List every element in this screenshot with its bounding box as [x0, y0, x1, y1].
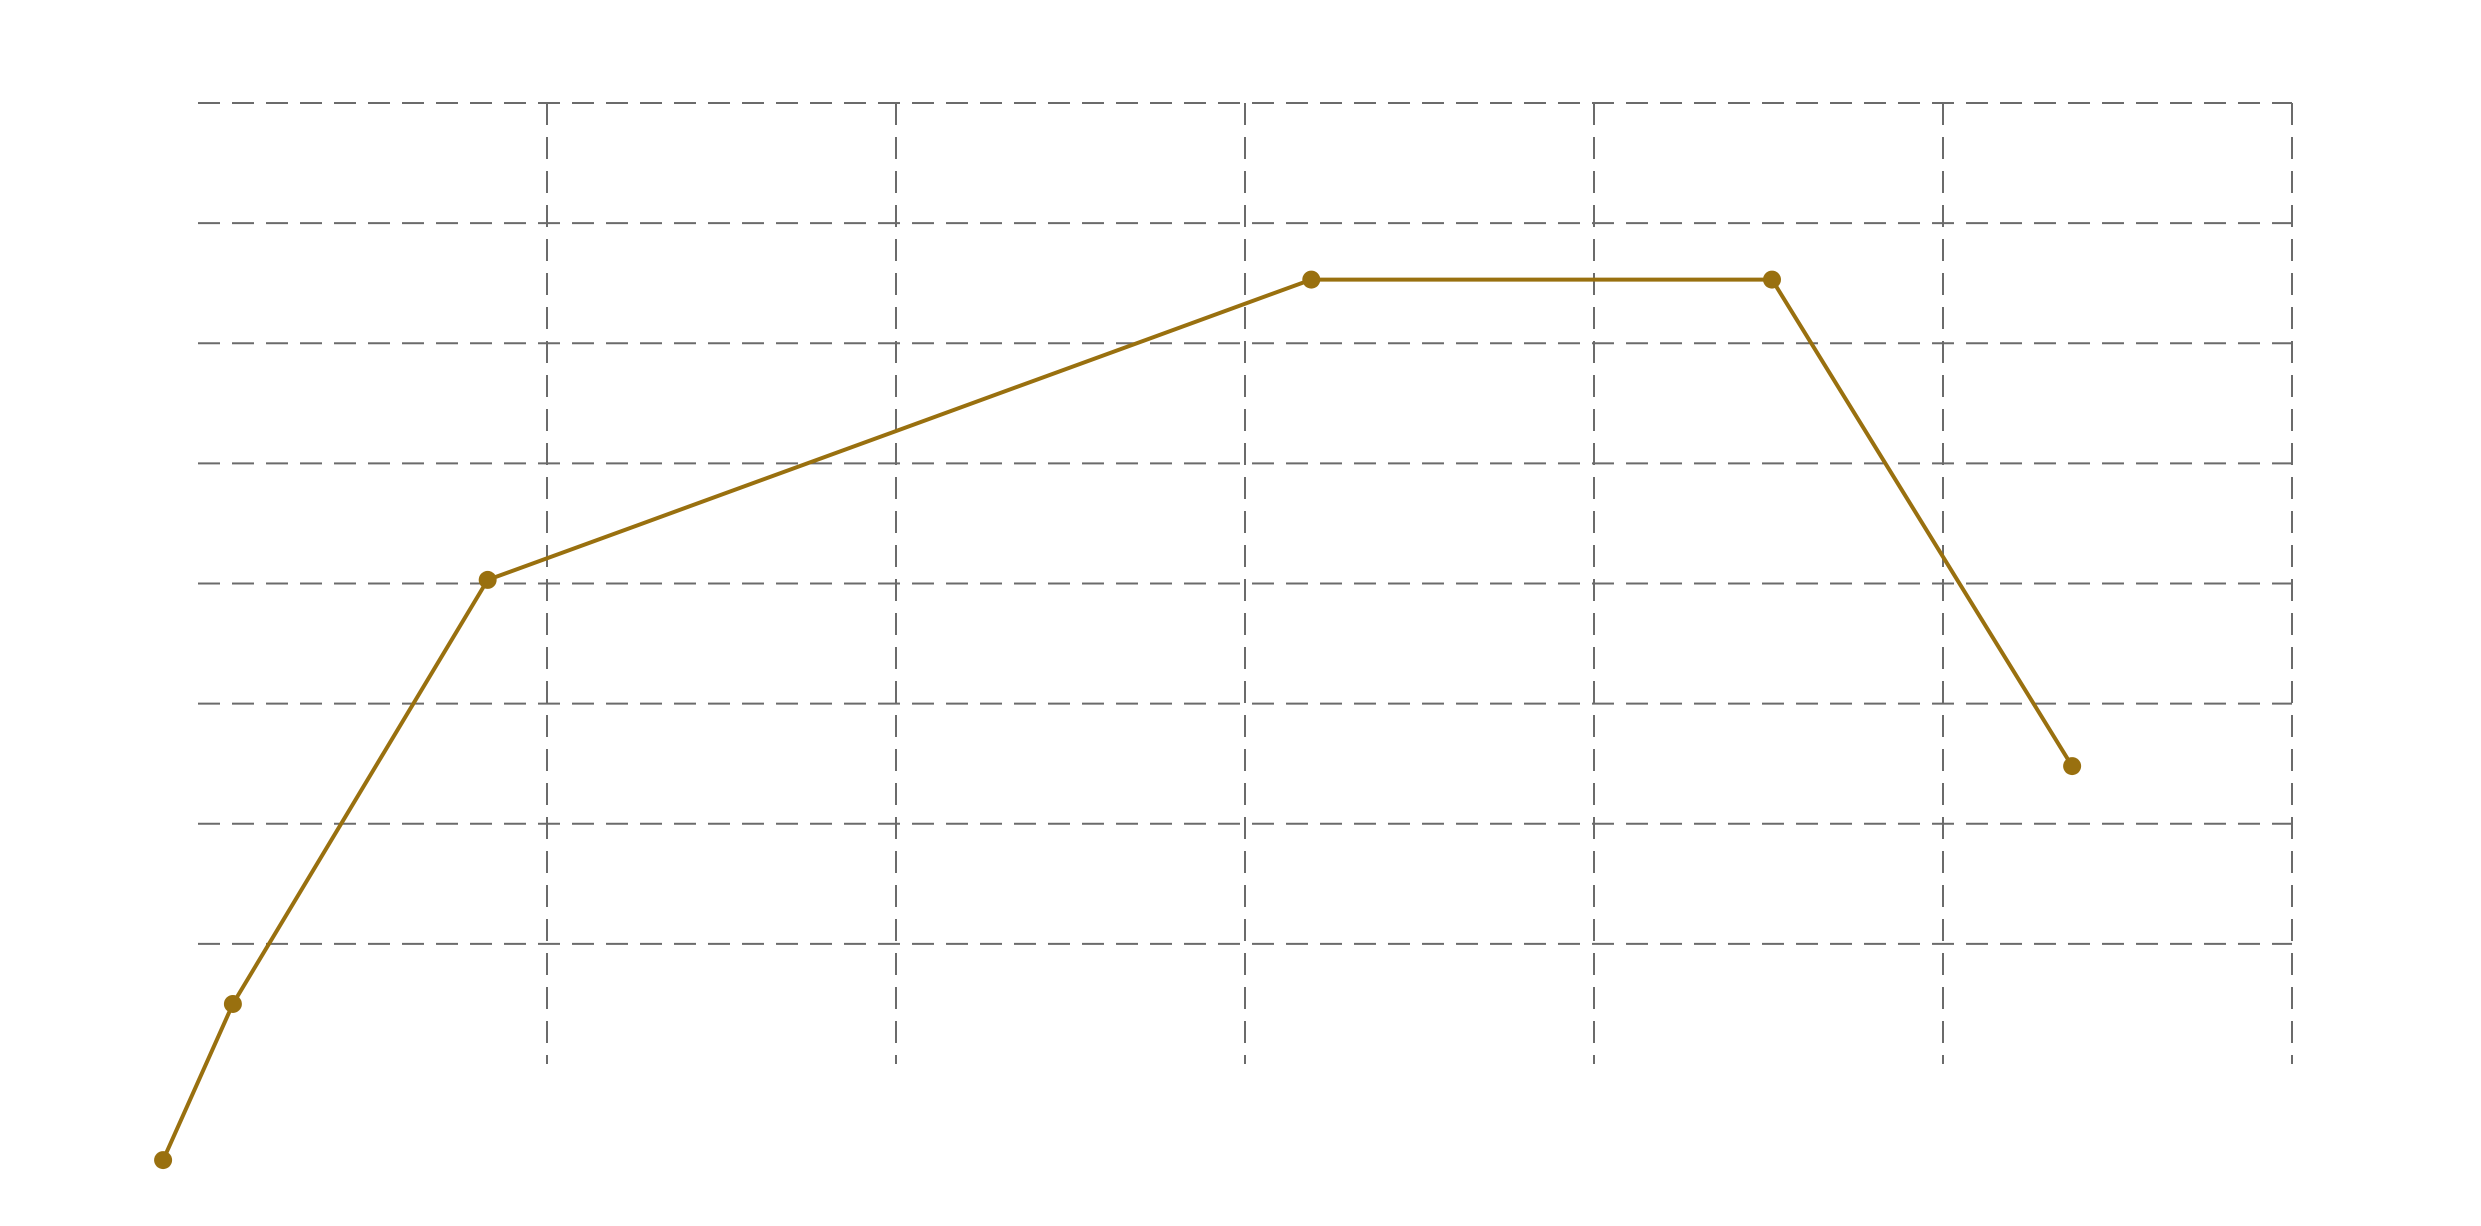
data-point-0-2	[478, 570, 497, 589]
grid	[198, 102, 2293, 1064]
data-point-0-3	[1302, 270, 1321, 289]
data-point-0-4	[1762, 270, 1781, 289]
series-line-0	[161, 277, 2075, 1163]
series-layer	[154, 270, 2082, 1170]
data-point-0-1	[223, 994, 242, 1013]
data-point-0-5	[2063, 757, 2082, 776]
data-point-0-0	[154, 1151, 173, 1170]
